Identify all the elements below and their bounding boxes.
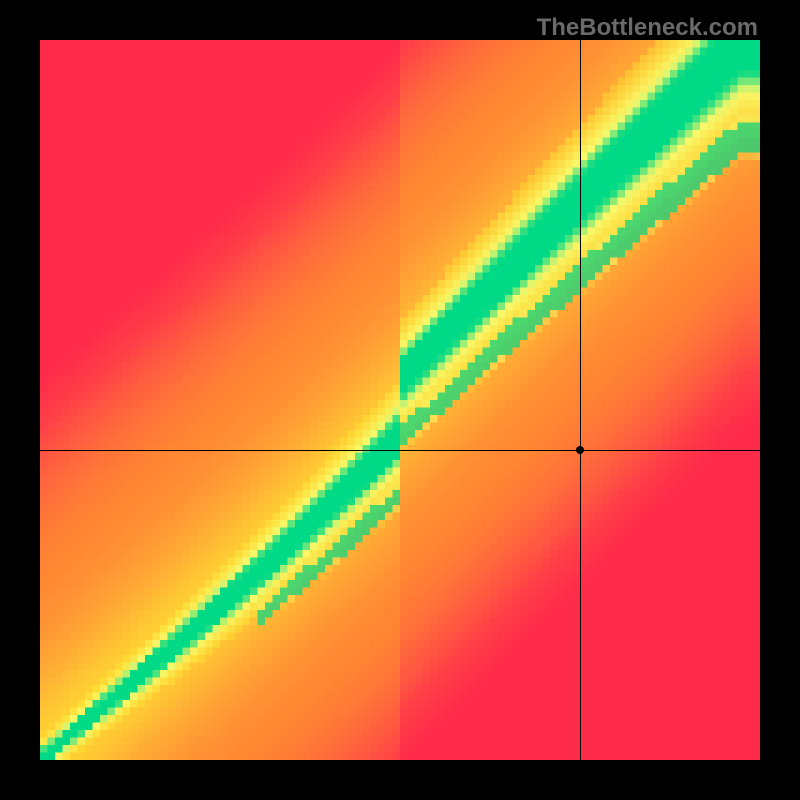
bottleneck-heatmap bbox=[40, 40, 760, 760]
vertical-crosshair bbox=[580, 40, 581, 760]
watermark-text: TheBottleneck.com bbox=[537, 14, 758, 42]
horizontal-crosshair bbox=[40, 450, 760, 451]
